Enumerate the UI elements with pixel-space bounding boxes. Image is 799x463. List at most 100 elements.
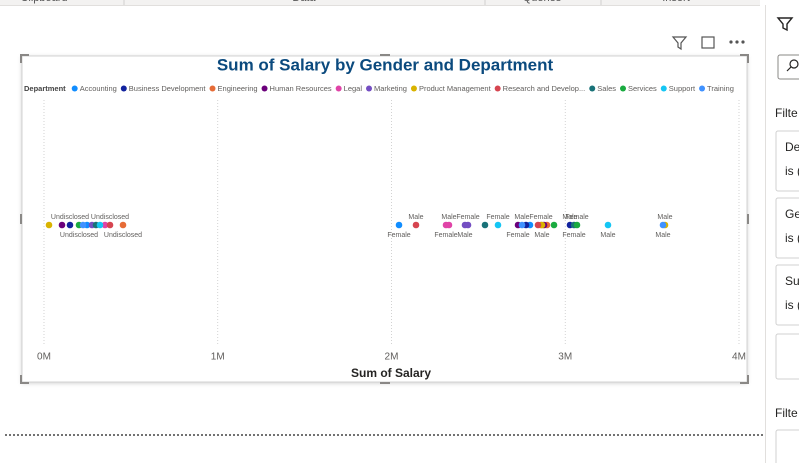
- data-label: Male: [534, 232, 549, 239]
- scatter-point[interactable]: [79, 221, 87, 229]
- scatter-point[interactable]: [604, 221, 612, 229]
- legend-label[interactable]: Accounting: [80, 84, 117, 93]
- data-label: Female: [456, 214, 479, 221]
- data-label: Undisclosed: [60, 232, 98, 239]
- legend-marker: [209, 85, 216, 92]
- data-label: Male: [657, 214, 672, 221]
- data-label: Female: [529, 214, 552, 221]
- filter-name: Ge: [785, 207, 799, 221]
- data-label: Male: [600, 232, 615, 239]
- data-label: Undisclosed: [91, 214, 129, 221]
- more-options[interactable]: [729, 40, 745, 44]
- data-label: Female: [565, 214, 588, 221]
- legend-label[interactable]: Services: [628, 84, 657, 93]
- scatter-point[interactable]: [395, 221, 403, 229]
- legend-marker: [366, 85, 373, 92]
- scatter-point[interactable]: [45, 221, 53, 229]
- filter-desc: is (: [785, 164, 799, 178]
- search-icon: [789, 59, 799, 69]
- x-tick-label: 3M: [558, 352, 572, 363]
- x-tick-label: 0M: [37, 352, 51, 363]
- data-label: Male: [562, 214, 577, 221]
- filter-card-add[interactable]: [775, 333, 799, 380]
- data-label: Undisclosed: [51, 214, 89, 221]
- scatter-point[interactable]: [412, 221, 420, 229]
- scatter-point[interactable]: [518, 221, 526, 229]
- ribbon-group: Clipboard: [20, 0, 67, 4]
- scatter-point[interactable]: [106, 221, 114, 229]
- legend-marker: [335, 85, 342, 92]
- filter-name: Su: [785, 274, 799, 288]
- data-label: Female: [387, 232, 410, 239]
- data-label: Male: [514, 214, 529, 221]
- filter-name: De: [785, 140, 799, 154]
- search-icon: [786, 66, 792, 72]
- visual-container[interactable]: [21, 55, 748, 383]
- x-tick-label: 2M: [385, 352, 399, 363]
- x-tick-label: 1M: [211, 352, 225, 363]
- legend-label[interactable]: Engineering: [218, 84, 258, 93]
- scatter-point[interactable]: [534, 221, 542, 229]
- ribbon-group: Insert: [662, 0, 690, 4]
- legend-marker: [699, 85, 706, 92]
- scatter-point[interactable]: [101, 221, 109, 229]
- data-label: Male: [441, 214, 456, 221]
- x-tick-label: 4M: [732, 352, 746, 363]
- legend-label[interactable]: Sales: [597, 84, 616, 93]
- data-label: Male: [655, 232, 670, 239]
- legend-marker: [620, 85, 626, 92]
- data-label: Male: [408, 214, 423, 221]
- data-label: Female: [506, 232, 529, 239]
- scatter-point[interactable]: [96, 221, 104, 229]
- filter-card[interactable]: [775, 264, 799, 326]
- filter-card[interactable]: [775, 130, 799, 192]
- legend-label[interactable]: Research and Develop...: [503, 84, 586, 93]
- scatter-point[interactable]: [58, 221, 66, 229]
- legend-label[interactable]: Marketing: [374, 84, 407, 93]
- filter-card-add[interactable]: [775, 429, 799, 463]
- legend-marker: [494, 85, 501, 92]
- legend-label[interactable]: Training: [707, 84, 734, 93]
- pane-heading: Filte: [775, 406, 798, 420]
- filters-icon[interactable]: [776, 17, 794, 32]
- data-label: Male: [457, 232, 472, 239]
- scatter-point[interactable]: [550, 221, 558, 229]
- filter-desc: is (: [785, 298, 799, 312]
- data-label: Female: [562, 232, 585, 239]
- legend-marker: [589, 85, 596, 92]
- legend-label[interactable]: Product Management: [419, 84, 492, 93]
- legend-marker: [261, 85, 268, 92]
- legend-label[interactable]: Support: [669, 84, 696, 93]
- legend-marker: [120, 85, 127, 92]
- scatter-point[interactable]: [494, 221, 502, 229]
- scatter-point[interactable]: [66, 221, 74, 229]
- legend-label[interactable]: Business Development: [129, 84, 207, 93]
- legend-marker: [660, 85, 667, 92]
- chart-title: Sum of Salary by Gender and Department: [217, 55, 554, 74]
- legend-label[interactable]: Legal: [344, 84, 363, 93]
- data-label: Female: [486, 214, 509, 221]
- scatter-point[interactable]: [659, 221, 667, 229]
- legend-marker: [410, 85, 417, 92]
- scatter-point[interactable]: [573, 221, 581, 229]
- chart: 0M 1M 2M 3M 4M Accounting Business Development…: [37, 84, 746, 363]
- scatter-point[interactable]: [481, 221, 489, 229]
- filter-desc: is (: [785, 231, 799, 245]
- legend-title: Department: [24, 84, 66, 93]
- scatter-point[interactable]: [464, 221, 472, 229]
- ribbon-group: Queries: [523, 0, 562, 4]
- pane-heading: Filte: [775, 106, 798, 120]
- filter-card[interactable]: [775, 197, 799, 259]
- filter-icon[interactable]: [671, 36, 688, 51]
- focus-icon[interactable]: [701, 36, 715, 49]
- visual-header: [671, 36, 745, 51]
- resize-handles: [20, 54, 749, 384]
- scatter-point[interactable]: [445, 221, 453, 229]
- legend-marker: [71, 85, 78, 92]
- search-box[interactable]: [777, 54, 799, 80]
- legend-label[interactable]: Human Resources: [270, 84, 332, 93]
- filter-cards: De is ( Ge is ( Su is (: [775, 130, 799, 326]
- scatter-point[interactable]: [119, 221, 127, 229]
